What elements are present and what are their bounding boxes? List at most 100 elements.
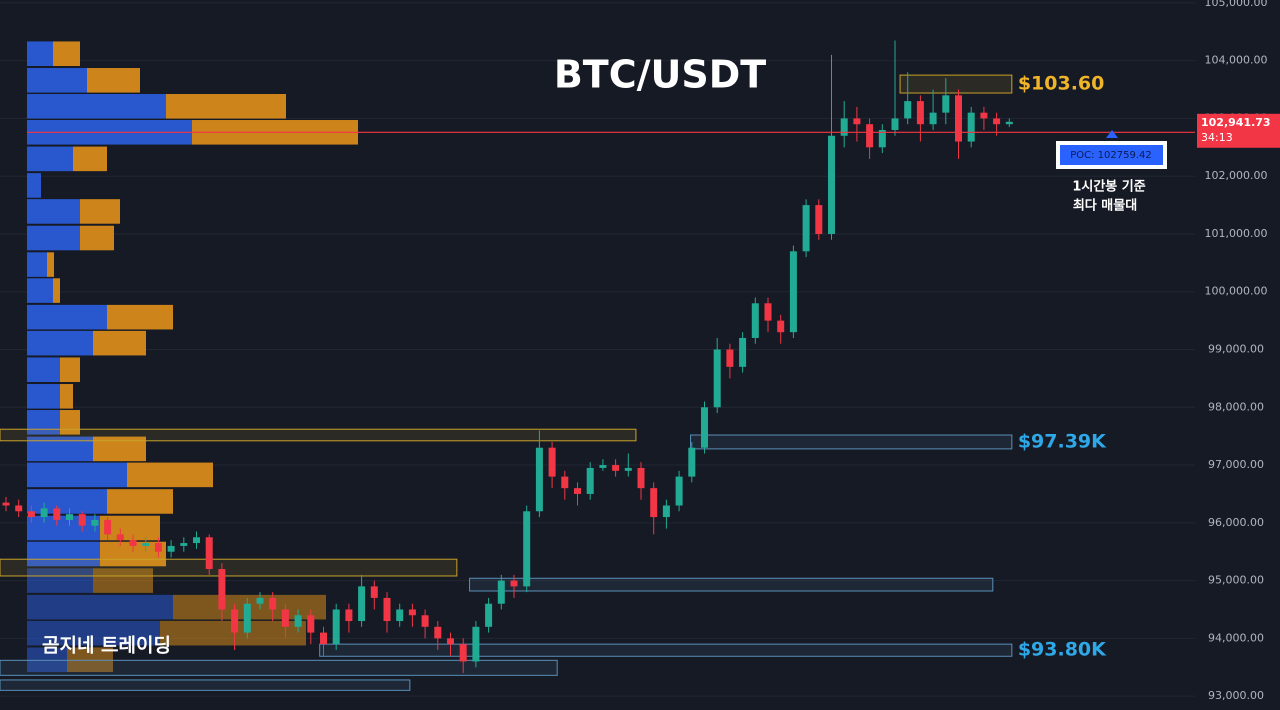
y-tick-label: 102,000.00 bbox=[1205, 169, 1268, 182]
poc-note: 최다 매물대 bbox=[1073, 198, 1137, 214]
profile-buy bbox=[27, 384, 60, 409]
candle-body bbox=[878, 129, 886, 148]
chart-title: BTC/USDT bbox=[554, 53, 766, 97]
candle-body bbox=[472, 626, 480, 662]
last-price-label: 102,941.73 bbox=[1201, 116, 1271, 129]
candle-body bbox=[358, 586, 366, 622]
candle-body bbox=[116, 534, 124, 541]
candle-body bbox=[751, 303, 759, 338]
candle-body bbox=[332, 609, 340, 645]
volume-profile bbox=[27, 41, 358, 673]
candle-body bbox=[218, 569, 226, 610]
zone-label: $97.39K bbox=[1018, 430, 1107, 452]
profile-buy bbox=[27, 357, 60, 383]
candle-body bbox=[548, 447, 556, 477]
candle-body bbox=[167, 545, 175, 552]
profile-buy bbox=[27, 68, 87, 93]
candle-body bbox=[942, 95, 950, 113]
y-tick-label: 99,000.00 bbox=[1208, 343, 1264, 356]
candle-body bbox=[688, 447, 696, 477]
y-tick-label: 94,000.00 bbox=[1208, 631, 1264, 644]
profile-buy bbox=[27, 41, 53, 67]
candle-body bbox=[904, 101, 912, 119]
profile-buy bbox=[27, 173, 41, 198]
candle-body bbox=[612, 465, 620, 471]
profile-buy bbox=[27, 647, 67, 673]
profile-buy bbox=[27, 304, 107, 330]
candle-body bbox=[726, 349, 734, 367]
candle-body bbox=[739, 337, 747, 367]
candle-body bbox=[586, 467, 594, 494]
candle-body bbox=[929, 112, 937, 125]
candle-body bbox=[307, 615, 315, 633]
candle-body bbox=[320, 632, 327, 645]
candle-body bbox=[53, 508, 61, 520]
candle-body bbox=[853, 118, 861, 125]
zone bbox=[899, 74, 1013, 94]
profile-buy bbox=[27, 252, 47, 277]
candle-body bbox=[675, 476, 683, 506]
candle-body bbox=[955, 95, 962, 142]
overlay: 102,941.73 34:13 bbox=[27, 113, 1280, 148]
candle-body bbox=[91, 519, 99, 526]
candle-body bbox=[764, 303, 772, 321]
profile-buy bbox=[27, 199, 80, 224]
zone-label: $103.60 bbox=[1018, 73, 1105, 95]
y-tick-label: 98,000.00 bbox=[1208, 400, 1264, 413]
candle-body bbox=[154, 543, 162, 552]
profile-buy bbox=[27, 462, 127, 488]
candle-body bbox=[866, 124, 874, 148]
candle-body bbox=[2, 502, 10, 506]
candle-body bbox=[916, 101, 924, 125]
profile-sell bbox=[93, 330, 146, 356]
y-tick-label: 93,000.00 bbox=[1208, 689, 1264, 702]
candle-body bbox=[294, 615, 302, 627]
candle-body bbox=[650, 488, 658, 518]
candle-body bbox=[980, 112, 988, 119]
profile-sell bbox=[107, 489, 173, 514]
candle-body bbox=[345, 609, 353, 622]
profile-sell bbox=[73, 146, 107, 172]
profile-buy bbox=[27, 225, 80, 251]
candle-body bbox=[510, 580, 518, 587]
zone bbox=[0, 679, 411, 691]
candle-body bbox=[447, 638, 454, 645]
profile-buy bbox=[27, 515, 100, 541]
candle-body bbox=[574, 488, 581, 494]
profile-buy bbox=[27, 278, 53, 303]
candle-body bbox=[66, 514, 73, 520]
profile-buy bbox=[27, 541, 100, 567]
candle-body bbox=[701, 407, 708, 448]
profile-buy bbox=[27, 620, 160, 646]
y-tick-label: 96,000.00 bbox=[1208, 516, 1264, 529]
candle-body bbox=[1005, 121, 1013, 125]
poc-arrow bbox=[1106, 130, 1118, 138]
profile-sell bbox=[80, 225, 114, 251]
candle-body bbox=[193, 537, 200, 544]
candle-body bbox=[967, 112, 975, 142]
candle-body bbox=[523, 511, 531, 587]
y-tick-label: 105,000.00 bbox=[1205, 0, 1268, 9]
candle-body bbox=[180, 543, 188, 546]
profile-buy bbox=[27, 94, 166, 119]
candle-body bbox=[129, 540, 137, 546]
profile-sell bbox=[47, 252, 54, 277]
candle-body bbox=[40, 508, 48, 518]
zone bbox=[690, 434, 1013, 450]
candles bbox=[2, 40, 1013, 674]
candle-body bbox=[281, 609, 289, 627]
candle-body bbox=[497, 580, 505, 604]
profile-sell bbox=[87, 68, 140, 93]
zones: $103.60 $97.39K $93.80K bbox=[0, 73, 1107, 691]
profile-sell bbox=[107, 304, 173, 330]
zone-label: $93.80K bbox=[1018, 639, 1107, 661]
last-price-tag bbox=[1197, 113, 1280, 148]
candle-body bbox=[599, 465, 607, 468]
profile-sell bbox=[60, 410, 80, 435]
candle-body bbox=[828, 135, 835, 234]
candle-body bbox=[802, 205, 810, 252]
candle-body bbox=[231, 609, 239, 633]
candle-body bbox=[104, 519, 112, 535]
y-tick-label: 104,000.00 bbox=[1205, 54, 1268, 67]
profile-buy bbox=[27, 568, 93, 593]
